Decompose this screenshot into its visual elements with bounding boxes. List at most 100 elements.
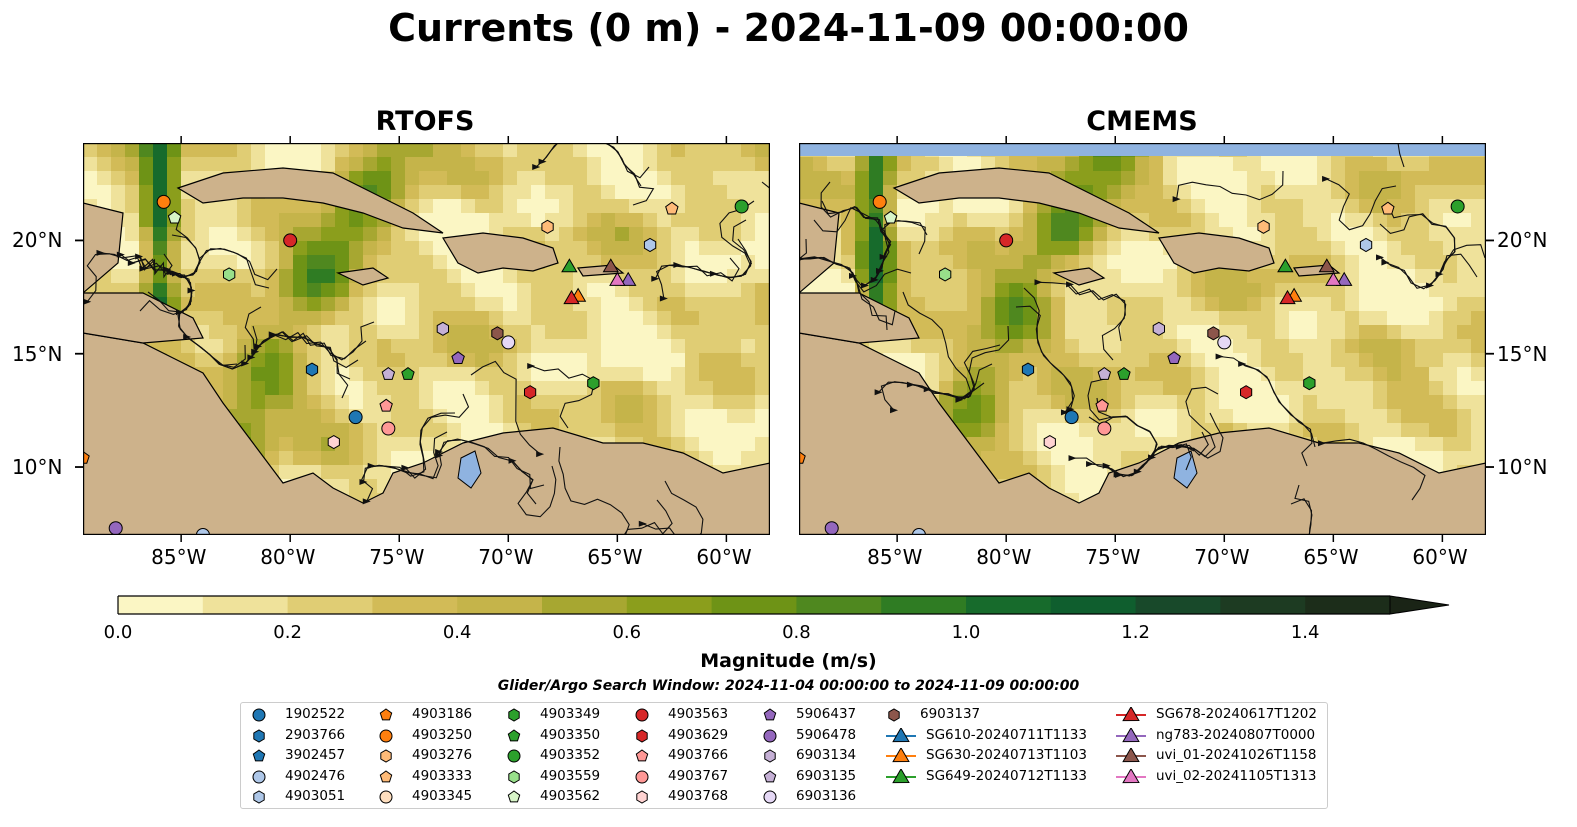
colorbar-segment xyxy=(881,596,967,614)
streamline xyxy=(864,219,926,286)
legend-marker xyxy=(886,748,916,763)
platform-marker-4902476 xyxy=(911,528,926,535)
platform-marker-4903768 xyxy=(327,435,340,450)
streamline xyxy=(1088,415,1158,477)
y-tick-label: 10°N xyxy=(1497,455,1548,480)
legend-marker xyxy=(636,728,648,743)
legend-shape xyxy=(636,728,648,743)
land-mass xyxy=(83,292,204,344)
platform-marker-uvi_02-20241105T1313 xyxy=(1325,271,1342,286)
streamline-arrow xyxy=(1376,254,1385,261)
streamline xyxy=(86,253,157,303)
colorbar-tick-label: 0.4 xyxy=(442,622,472,643)
legend-marker xyxy=(636,790,648,804)
legend-marker xyxy=(1116,707,1146,722)
platform-marker-uvi_01-20241026T1158 xyxy=(602,258,619,273)
platform-marker-4903629 xyxy=(1240,385,1253,400)
colorbar-tick-label: 0.0 xyxy=(103,622,133,643)
legend-shape xyxy=(635,770,649,783)
legend-marker xyxy=(252,749,266,762)
platform-marker-ng783-20240807T0000 xyxy=(620,271,637,286)
legend-triangle xyxy=(1122,768,1140,783)
platform-marker-4903767 xyxy=(381,421,396,436)
streamline-arrow xyxy=(876,267,885,274)
legend-marker xyxy=(507,790,521,803)
streamline xyxy=(1321,438,1426,501)
legend-triangle xyxy=(892,748,910,763)
streamline-arrow xyxy=(251,348,260,355)
streamline-arrow xyxy=(874,389,883,396)
legend-marker xyxy=(508,769,520,784)
platform-marker-4903559 xyxy=(939,267,952,282)
platform-marker-4903350 xyxy=(1117,366,1131,380)
colorbar-segment xyxy=(287,596,373,614)
legend-shape xyxy=(252,749,266,762)
streamline-arrow xyxy=(359,479,368,486)
streamline-arrow xyxy=(532,164,541,171)
streamline xyxy=(1294,484,1313,535)
land-mass xyxy=(442,232,559,274)
legend-marker xyxy=(888,708,900,722)
legend-marker xyxy=(635,749,649,762)
streamline-arrow xyxy=(1086,461,1095,468)
streamline-arrow xyxy=(135,253,144,260)
land-mass xyxy=(799,292,920,344)
legend-label: 4903350 xyxy=(540,726,601,743)
legend: 1902522 2903766 3902457 4902476 4903051 49031… xyxy=(240,702,1328,809)
legend-triangle xyxy=(1122,727,1140,742)
legend-shape xyxy=(507,728,521,741)
legend-label: 4903345 xyxy=(412,788,473,804)
search-window-text: Glider/Argo Search Window: 2024-11-04 00… xyxy=(497,678,1080,694)
legend-marker xyxy=(635,708,649,722)
platform-marker-4903349 xyxy=(1303,376,1316,391)
legend-label: SG610-20240711T1133 xyxy=(926,726,1087,743)
colorbar-tick-label: 1.0 xyxy=(951,622,981,643)
colorbar-segment xyxy=(372,596,458,614)
colorbar-segment xyxy=(457,596,543,614)
legend-shape xyxy=(635,749,649,762)
platform-marker-4903051 xyxy=(643,237,657,253)
platform-marker-4903352 xyxy=(734,199,749,214)
streamline-arrow xyxy=(651,275,660,282)
streamline xyxy=(250,331,359,369)
legend-label: 4903563 xyxy=(668,706,729,722)
colorbar-tick-label: 1.2 xyxy=(1121,622,1150,643)
legend-label: 2903766 xyxy=(285,726,346,743)
legend-label: 3902457 xyxy=(285,747,346,763)
legend-label: 4903349 xyxy=(540,706,601,722)
legend-label: 4903186 xyxy=(412,706,473,722)
colorbar-title: Magnitude (m/s) xyxy=(700,650,877,672)
streamline xyxy=(1379,253,1478,290)
platform-marker-4903276 xyxy=(541,219,554,234)
legend-shape xyxy=(253,728,265,743)
streamline xyxy=(254,333,349,399)
legend-shape xyxy=(763,790,777,804)
legend-marker xyxy=(763,790,777,804)
legend-marker xyxy=(252,708,266,722)
legend-marker xyxy=(380,749,392,763)
colorbar-tick-label: 0.8 xyxy=(782,622,811,643)
legend-shape xyxy=(635,708,649,722)
platform-marker-4903766 xyxy=(1095,398,1109,412)
legend-shape xyxy=(380,749,392,763)
platform-marker-1902522 xyxy=(348,410,363,425)
y-tick-label: 10°N xyxy=(12,455,63,480)
platform-marker-4903562 xyxy=(883,210,898,224)
streamline-arrow xyxy=(955,396,964,403)
streamline xyxy=(438,439,537,505)
platform-marker-4903349 xyxy=(587,376,600,391)
platform-marker-SG649-20240712T1133 xyxy=(561,258,578,273)
legend-shape xyxy=(379,790,393,804)
platform-marker-4903768 xyxy=(1043,435,1056,450)
streamline-arrow xyxy=(860,282,869,289)
legend-label: 5906478 xyxy=(796,726,857,743)
land-mass xyxy=(335,267,390,286)
legend-shape xyxy=(379,708,393,721)
legend-marker xyxy=(253,790,265,804)
streamline-arrow xyxy=(401,464,410,471)
legend-marker xyxy=(764,749,776,763)
streamline-arrow xyxy=(536,451,545,458)
streamline-arrow xyxy=(1172,196,1181,203)
legend-label: SG649-20240712T1133 xyxy=(926,767,1087,784)
platform-marker-4903250 xyxy=(872,194,887,209)
